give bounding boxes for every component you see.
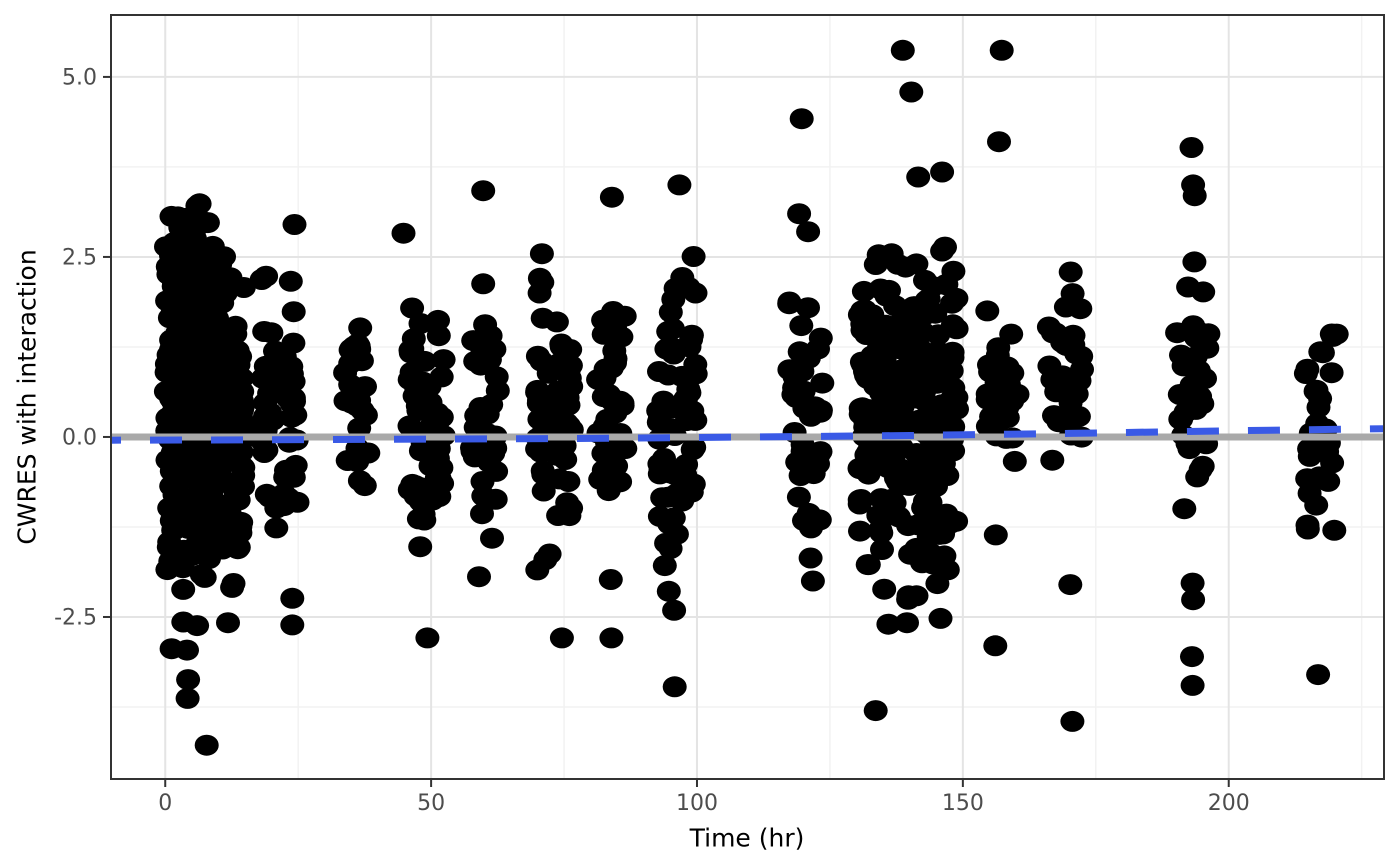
outlier-point xyxy=(176,669,201,691)
scatter-points xyxy=(153,193,1349,621)
outlier-point xyxy=(549,627,574,649)
outlier-point xyxy=(906,166,931,188)
outlier-point xyxy=(175,639,199,661)
outlier-point xyxy=(280,614,305,636)
outlier-point xyxy=(667,174,692,196)
outlier-point xyxy=(796,221,821,243)
y-tick-label--2.5: -2.5 xyxy=(54,605,97,630)
outlier-point xyxy=(598,569,623,590)
outlier-point xyxy=(599,627,624,649)
outlier-point xyxy=(1306,664,1331,686)
outlier-point xyxy=(194,734,219,756)
outlier-point xyxy=(928,607,953,629)
outlier-point xyxy=(789,108,814,130)
axis-ticks xyxy=(103,75,1230,787)
outlier-point xyxy=(415,627,440,649)
outlier-point xyxy=(1181,589,1206,611)
x-tick-label-200: 200 xyxy=(1208,791,1250,816)
outlier-point xyxy=(599,186,624,208)
outlier-point xyxy=(1058,574,1083,596)
outlier-point xyxy=(983,635,1008,657)
outlier-point xyxy=(987,131,1011,153)
outlier-point xyxy=(787,203,812,225)
outlier-point xyxy=(175,687,200,709)
axis-tick-labels: 0 50 100 150 200 5.0 2.5 0.0 -2.5 xyxy=(54,65,1250,816)
outlier-point xyxy=(1180,572,1205,594)
outlier-points xyxy=(159,39,1331,756)
outlier-point xyxy=(930,161,955,183)
outlier-point xyxy=(983,524,1008,546)
outlier-point xyxy=(467,566,491,588)
outlier-point xyxy=(1180,646,1204,668)
outlier-point xyxy=(216,612,240,634)
outlier-point xyxy=(800,570,825,592)
outlier-point xyxy=(471,180,496,202)
outlier-point xyxy=(895,612,919,634)
outlier-point xyxy=(1179,137,1204,158)
outlier-point xyxy=(876,613,901,635)
x-tick-label-100: 100 xyxy=(676,791,718,816)
outlier-point xyxy=(662,676,687,698)
x-tick-label-0: 0 xyxy=(158,791,172,816)
y-tick-label-2.5: 2.5 xyxy=(62,245,97,270)
outlier-point xyxy=(185,615,210,637)
y-tick-label-0.0: 0.0 xyxy=(62,425,97,450)
outlier-point xyxy=(280,587,305,609)
x-tick-label-50: 50 xyxy=(417,791,445,816)
outlier-point xyxy=(391,222,416,244)
outlier-point xyxy=(1182,185,1207,207)
y-tick-label-5.0: 5.0 xyxy=(62,65,97,90)
outlier-point xyxy=(989,39,1014,61)
y-axis-title: CWRES with interaction xyxy=(12,249,42,545)
outlier-point xyxy=(890,39,915,61)
panel-border xyxy=(110,14,1385,780)
x-tick-label-150: 150 xyxy=(942,791,984,816)
x-axis-title: Time (hr) xyxy=(689,823,805,853)
outlier-point xyxy=(1060,710,1085,732)
outlier-point xyxy=(899,81,924,103)
outlier-point xyxy=(1180,674,1205,696)
outlier-point xyxy=(282,214,307,235)
outlier-point xyxy=(863,700,888,722)
